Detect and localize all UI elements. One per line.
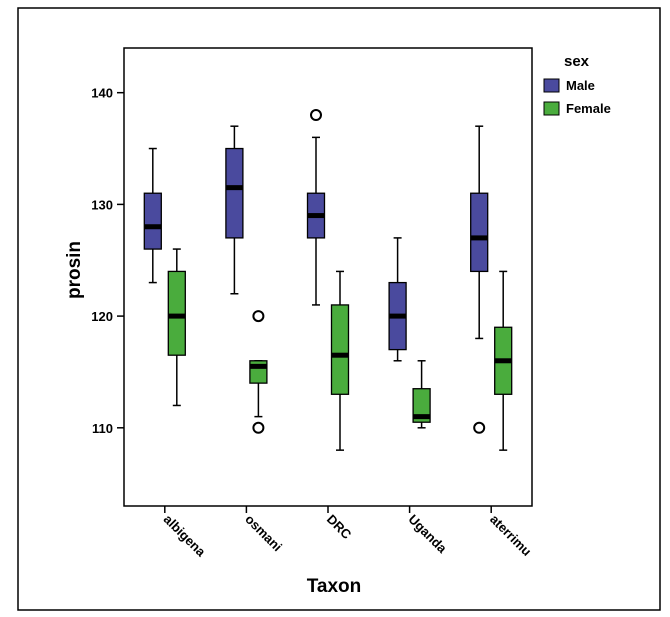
median-line	[413, 414, 431, 420]
outlier-point	[252, 310, 265, 323]
legend-label-male: Male	[566, 78, 595, 93]
box-male-drc	[306, 109, 326, 306]
median-line	[470, 235, 488, 241]
box-female-drc	[330, 270, 350, 451]
median-line	[331, 352, 349, 358]
box-male-albigena	[143, 147, 162, 284]
iqr-box	[470, 192, 489, 273]
figure-border	[17, 7, 661, 611]
outlier-point	[310, 109, 322, 122]
iqr-box	[143, 192, 162, 250]
iqr-box	[412, 388, 431, 423]
legend-swatch-female	[543, 101, 560, 116]
boxes	[143, 109, 513, 451]
legend-label-female: Female	[566, 101, 611, 116]
x-tick-label: DRC	[324, 512, 355, 543]
iqr-box	[330, 304, 350, 395]
y-axis: 110 120 130 140	[91, 86, 124, 436]
x-tick-label: albigena	[161, 512, 209, 560]
legend: sex Male Female	[543, 53, 611, 116]
median-line	[168, 313, 186, 319]
iqr-box	[167, 270, 186, 356]
x-tick-label: osmani	[242, 512, 285, 555]
y-tick-label: 130	[91, 197, 113, 212]
box-male-aterrimu	[470, 125, 489, 434]
box-female-aterrimu	[494, 270, 513, 451]
y-tick-label: 140	[91, 86, 113, 101]
legend-title: sex	[564, 53, 590, 70]
y-tick-label: 110	[92, 421, 113, 436]
box-female-uganda	[412, 360, 431, 429]
y-tick-label: 120	[91, 309, 113, 324]
median-line	[494, 358, 512, 364]
box-female-albigena	[167, 248, 186, 407]
median-line	[144, 224, 162, 230]
legend-swatch-male	[543, 78, 560, 93]
iqr-box	[225, 147, 244, 239]
x-axis: albigena osmani DRC Uganda aterrimu	[161, 506, 535, 560]
outlier-point	[473, 421, 486, 434]
box-male-uganda	[388, 237, 407, 362]
median-line	[307, 213, 325, 219]
y-axis-title: prosin	[64, 241, 85, 299]
box-female-osmani	[249, 310, 268, 434]
x-tick-label: aterrimu	[487, 512, 534, 559]
x-axis-title: Taxon	[307, 576, 362, 597]
median-line	[225, 185, 243, 191]
median-line	[389, 313, 407, 319]
box-male-osmani	[225, 125, 244, 295]
outlier-point	[252, 421, 265, 434]
x-tick-label: Uganda	[405, 512, 450, 557]
median-line	[249, 363, 267, 369]
